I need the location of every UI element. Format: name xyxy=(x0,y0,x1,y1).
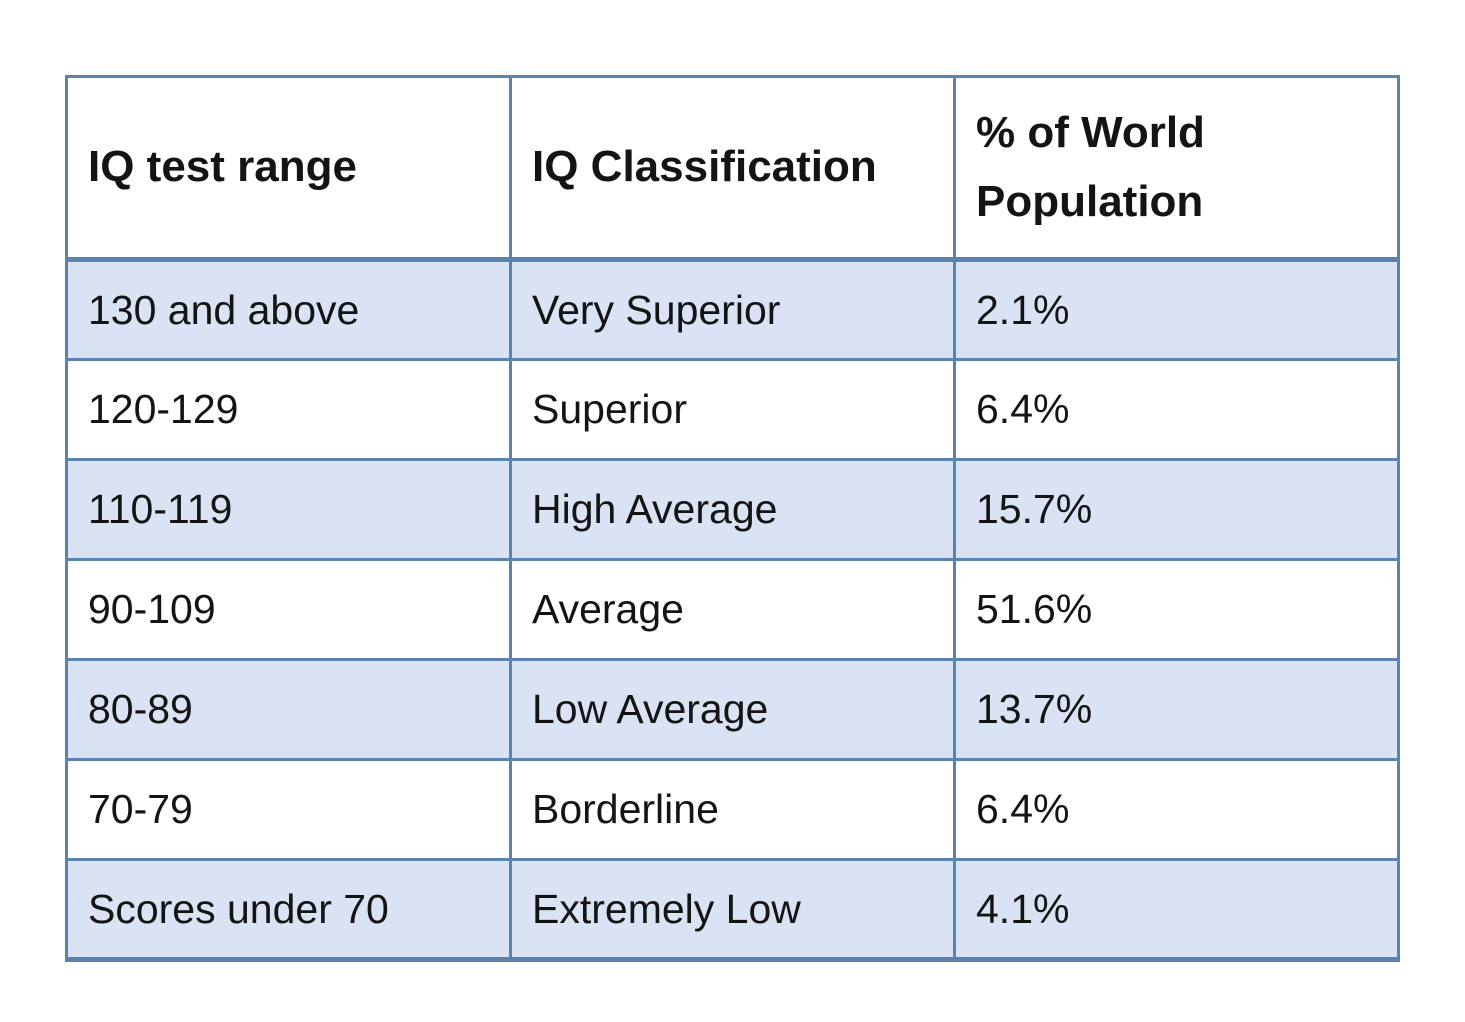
table-row: 80-89 Low Average 13.7% xyxy=(65,658,1400,761)
cell-population-percent: 6.4% xyxy=(953,758,1400,861)
cell-population-percent: 15.7% xyxy=(953,458,1400,561)
header-iq-classification: IQ Classification xyxy=(509,75,956,262)
cell-iq-range: 70-79 xyxy=(65,758,512,861)
cell-iq-range: 80-89 xyxy=(65,658,512,761)
table-row: 110-119 High Average 15.7% xyxy=(65,458,1400,561)
cell-population-percent: 51.6% xyxy=(953,558,1400,661)
table-row: 90-109 Average 51.6% xyxy=(65,558,1400,661)
cell-iq-range: 110-119 xyxy=(65,458,512,561)
cell-classification: Extremely Low xyxy=(509,858,956,962)
header-row: IQ test range IQ Classification % of Wor… xyxy=(65,75,1400,262)
table-row: 120-129 Superior 6.4% xyxy=(65,358,1400,461)
cell-iq-range: Scores under 70 xyxy=(65,858,512,962)
cell-population-percent: 13.7% xyxy=(953,658,1400,761)
iq-classification-table: IQ test range IQ Classification % of Wor… xyxy=(65,75,1400,962)
header-percent-world-population: % of World Population xyxy=(953,75,1400,262)
cell-classification: Very Superior xyxy=(509,258,956,361)
table-header: IQ test range IQ Classification % of Wor… xyxy=(65,75,1400,262)
table-row: 70-79 Borderline 6.4% xyxy=(65,758,1400,861)
cell-iq-range: 130 and above xyxy=(65,258,512,361)
cell-population-percent: 2.1% xyxy=(953,258,1400,361)
table-body: 130 and above Very Superior 2.1% 120-129… xyxy=(65,258,1400,962)
cell-population-percent: 6.4% xyxy=(953,358,1400,461)
table-row: 130 and above Very Superior 2.1% xyxy=(65,258,1400,361)
cell-population-percent: 4.1% xyxy=(953,858,1400,962)
cell-classification: High Average xyxy=(509,458,956,561)
header-iq-test-range: IQ test range xyxy=(65,75,512,262)
cell-classification: Superior xyxy=(509,358,956,461)
table-row: Scores under 70 Extremely Low 4.1% xyxy=(65,858,1400,962)
cell-classification: Borderline xyxy=(509,758,956,861)
cell-classification: Average xyxy=(509,558,956,661)
cell-iq-range: 120-129 xyxy=(65,358,512,461)
cell-classification: Low Average xyxy=(509,658,956,761)
cell-iq-range: 90-109 xyxy=(65,558,512,661)
